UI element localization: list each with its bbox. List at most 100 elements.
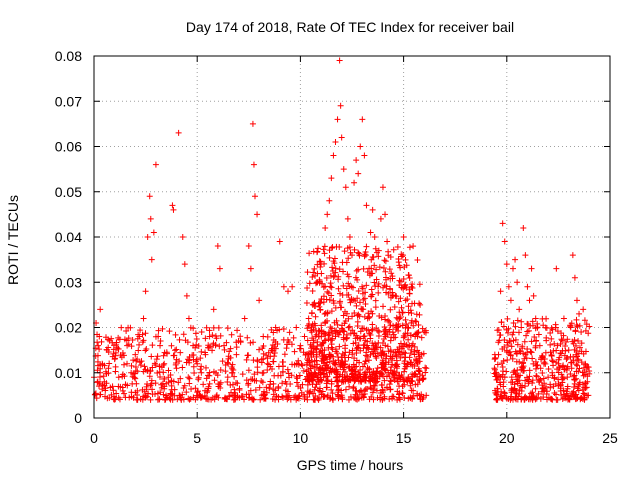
data-point <box>360 391 367 398</box>
data-point <box>320 284 327 291</box>
data-point <box>222 368 229 375</box>
data-point <box>356 252 363 259</box>
data-point <box>353 267 360 274</box>
data-point <box>329 390 336 397</box>
data-point <box>501 336 508 343</box>
data-point <box>286 329 293 336</box>
data-point <box>336 373 343 380</box>
data-point <box>356 299 363 306</box>
data-point <box>221 346 228 353</box>
data-point <box>497 393 504 400</box>
data-point <box>397 278 404 285</box>
data-point <box>406 290 413 297</box>
data-point <box>539 370 546 377</box>
data-point <box>224 374 231 381</box>
data-point <box>555 376 562 383</box>
data-point <box>297 342 304 349</box>
data-point <box>422 364 429 371</box>
data-point <box>518 318 525 325</box>
data-point <box>256 384 263 391</box>
data-point <box>126 394 133 401</box>
data-point <box>203 389 210 396</box>
data-point <box>368 286 375 293</box>
data-point <box>374 365 381 372</box>
data-point <box>407 350 414 357</box>
data-point <box>317 307 324 314</box>
data-point <box>569 252 576 259</box>
data-point <box>555 369 562 376</box>
data-point <box>322 337 329 344</box>
data-point <box>520 224 527 231</box>
data-point <box>121 361 128 368</box>
data-point <box>346 323 353 330</box>
data-point <box>320 393 327 400</box>
data-point <box>349 313 356 320</box>
data-point <box>371 262 378 269</box>
data-point <box>96 374 103 381</box>
data-point <box>558 391 565 398</box>
data-point <box>405 303 412 310</box>
data-point <box>239 371 246 378</box>
data-point <box>312 384 319 391</box>
data-point <box>265 361 272 368</box>
data-point <box>355 288 362 295</box>
data-point <box>320 330 327 337</box>
data-point <box>540 394 547 401</box>
data-point <box>178 396 185 403</box>
data-point <box>187 395 194 402</box>
data-point <box>567 370 574 377</box>
data-point <box>147 382 154 389</box>
data-point <box>381 350 388 357</box>
data-point <box>545 374 552 381</box>
data-point <box>402 281 409 288</box>
data-point <box>318 296 325 303</box>
data-point <box>338 378 345 385</box>
data-point <box>331 255 338 262</box>
data-point <box>573 361 580 368</box>
data-point <box>247 265 254 272</box>
data-point <box>556 364 563 371</box>
data-point <box>295 357 302 364</box>
data-point <box>368 371 375 378</box>
data-point <box>375 253 382 260</box>
data-point <box>564 383 571 390</box>
data-point <box>368 308 375 315</box>
data-point <box>214 243 221 250</box>
data-point <box>541 380 548 387</box>
data-point <box>177 375 184 382</box>
data-point <box>408 310 415 317</box>
data-point <box>551 389 558 396</box>
data-point <box>408 283 415 290</box>
data-point <box>494 327 501 334</box>
data-point <box>409 362 416 369</box>
data-point <box>345 273 352 280</box>
data-point <box>333 327 340 334</box>
data-point <box>274 327 281 334</box>
data-point <box>209 394 216 401</box>
data-point <box>524 345 531 352</box>
data-point <box>402 330 409 337</box>
data-point <box>284 388 291 395</box>
data-point <box>129 337 136 344</box>
data-point <box>397 314 404 321</box>
data-point <box>328 175 335 182</box>
data-point <box>416 300 423 307</box>
data-point <box>165 374 172 381</box>
data-point <box>322 283 329 290</box>
data-point <box>512 395 519 402</box>
data-point <box>379 389 386 396</box>
data-point <box>401 394 408 401</box>
data-point <box>385 317 392 324</box>
data-point <box>399 383 406 390</box>
data-point <box>204 387 211 394</box>
data-point <box>393 352 400 359</box>
data-point <box>353 332 360 339</box>
data-point <box>530 360 537 367</box>
data-point <box>542 324 549 331</box>
data-point <box>169 202 176 209</box>
data-point <box>339 322 346 329</box>
data-point <box>281 351 288 358</box>
data-point <box>306 378 313 385</box>
data-point <box>256 346 263 353</box>
